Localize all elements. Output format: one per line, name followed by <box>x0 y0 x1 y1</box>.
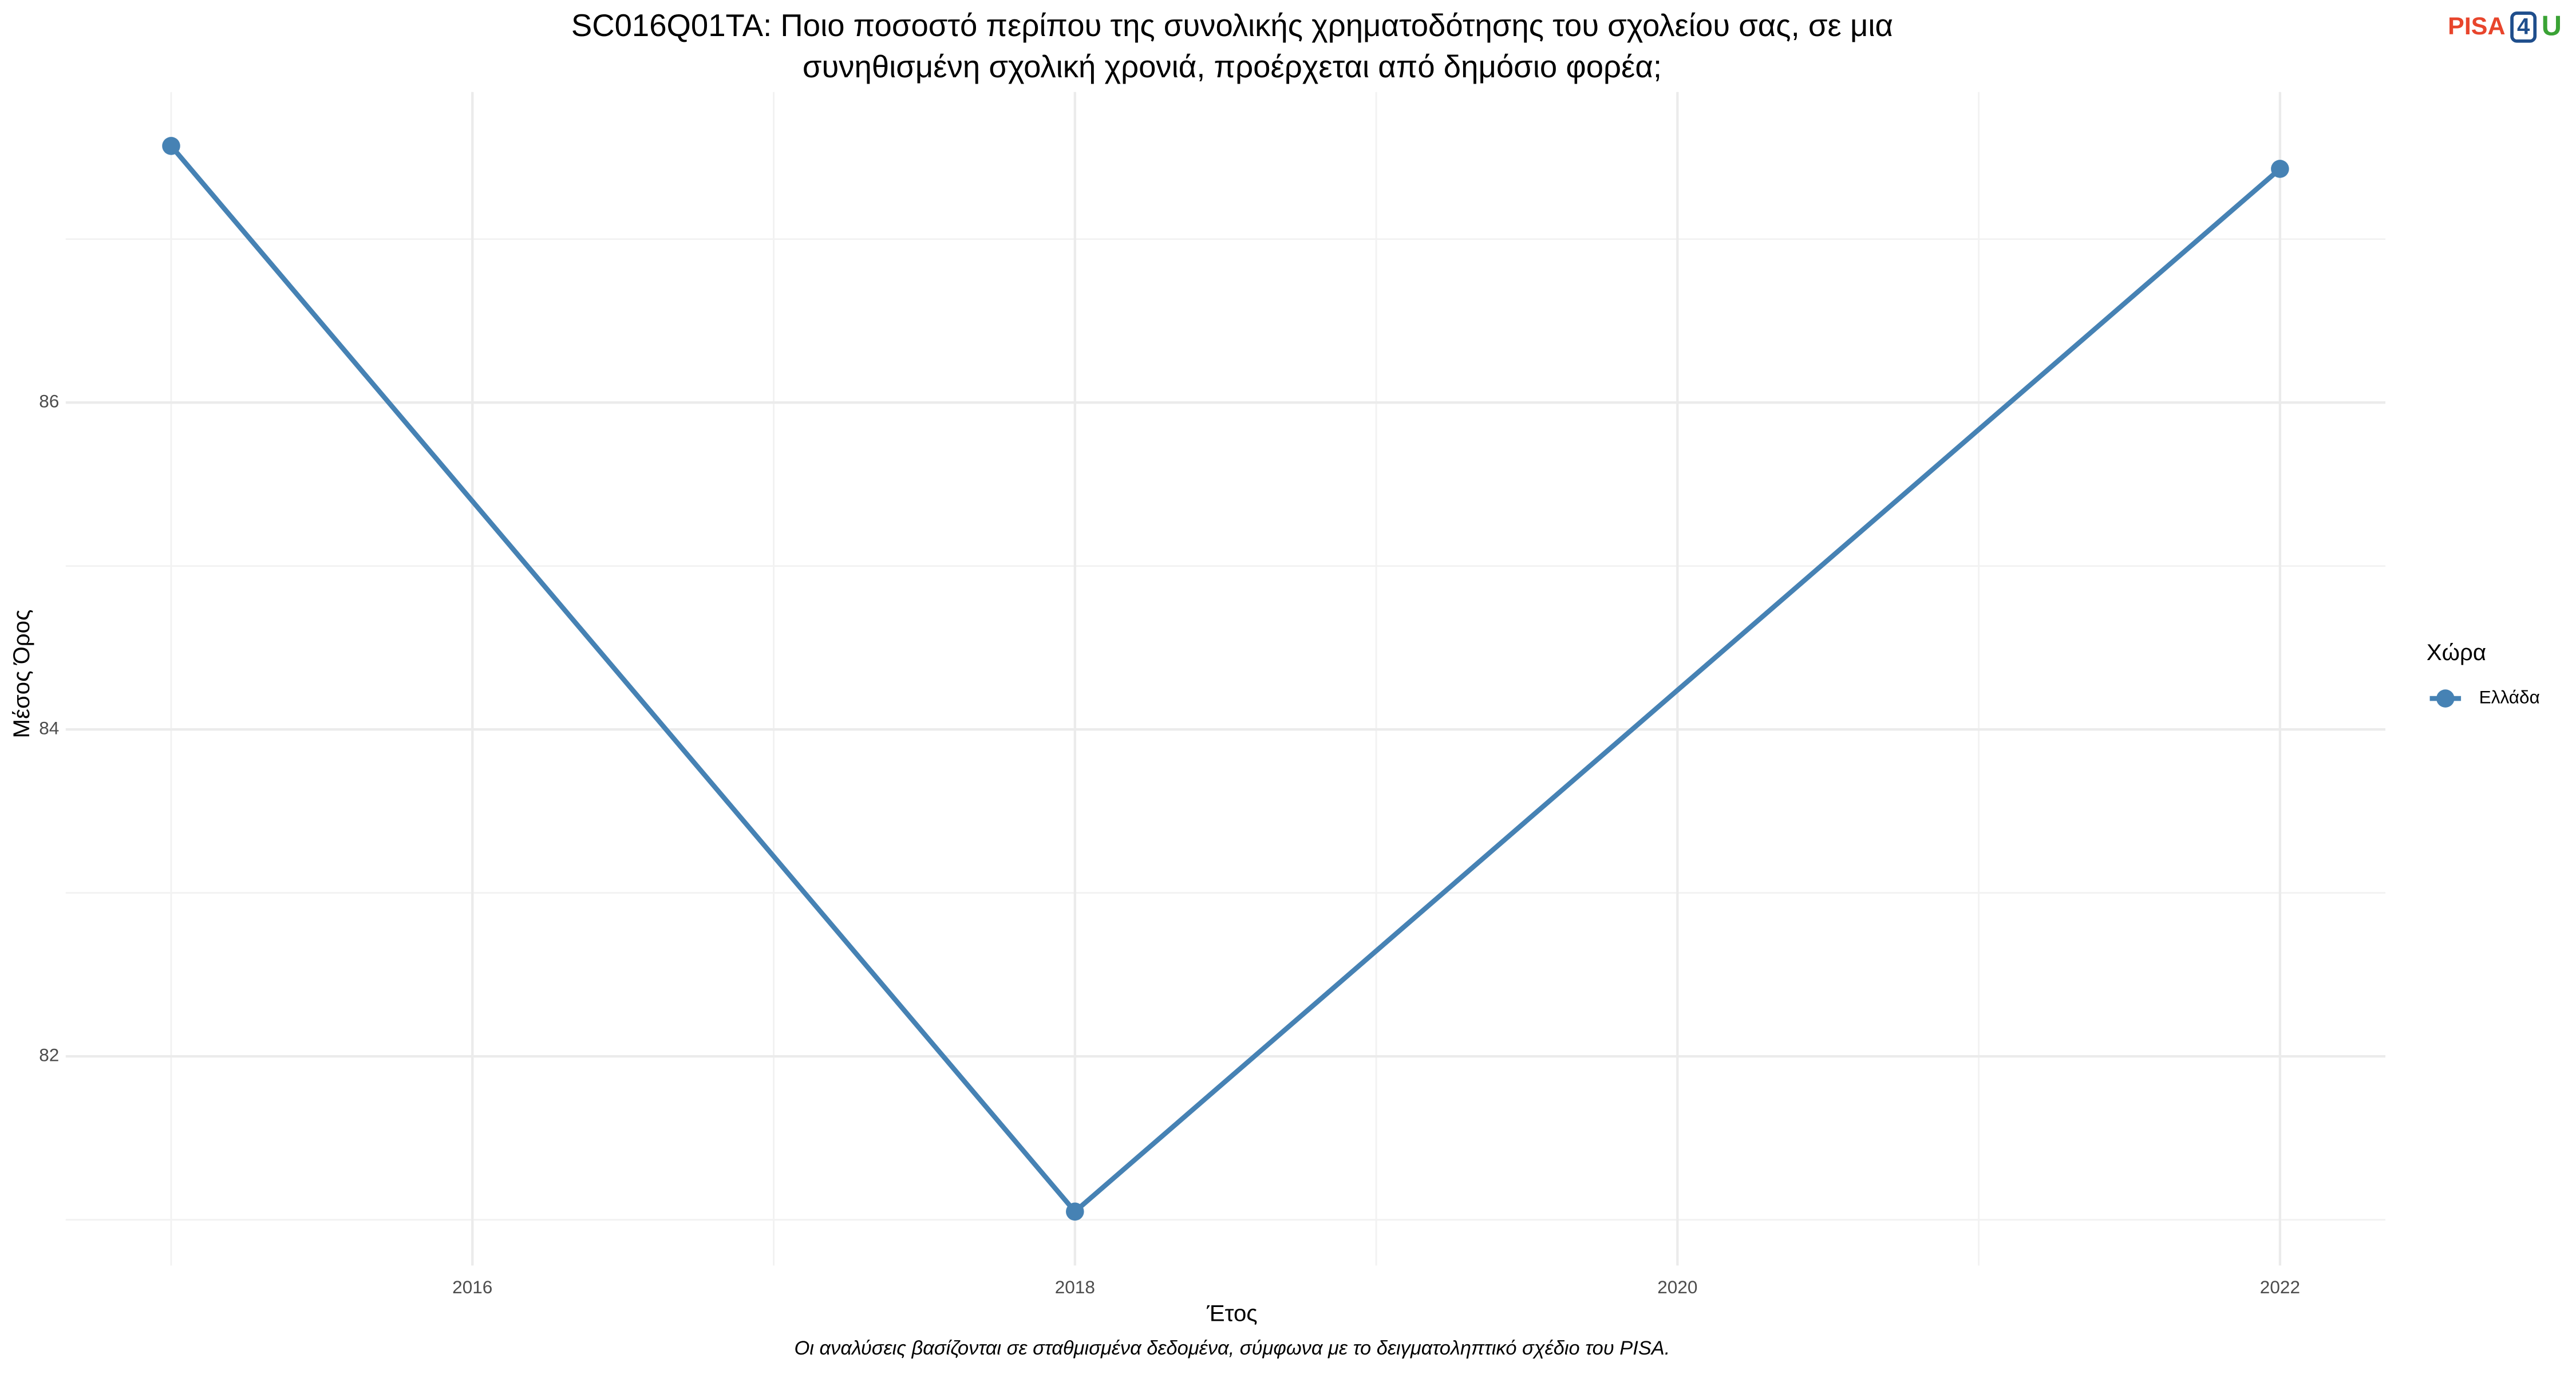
logo-text: 4 <box>2517 13 2530 39</box>
point <box>1066 1202 1084 1221</box>
caption: Οι αναλύσεις βασίζονται σε σταθμισμένα δ… <box>795 1337 1670 1359</box>
legend-title: Χώρα <box>2427 639 2486 665</box>
legend-key <box>2436 689 2455 708</box>
point <box>162 137 180 155</box>
y-tick-label: 84 <box>39 717 59 738</box>
y-tick-label: 86 <box>39 391 59 412</box>
x-tick-label: 2018 <box>1055 1277 1095 1297</box>
y-axis-label: Μέσος Όρος <box>9 610 34 739</box>
logo-text: PISA <box>2448 13 2505 40</box>
y-tick-label: 82 <box>39 1044 59 1065</box>
x-tick-label: 2016 <box>452 1277 492 1297</box>
logo-text: U <box>2542 11 2562 42</box>
x-tick-label: 2020 <box>1657 1277 1697 1297</box>
logo-box <box>2510 11 2537 43</box>
point <box>2271 160 2289 178</box>
grid <box>65 92 2386 1266</box>
legend-label: Ελλάδα <box>2479 686 2540 707</box>
x-axis-label: Έτος <box>1206 1300 1258 1326</box>
x-tick-label: 2022 <box>2260 1277 2300 1297</box>
chart-title: συνηθισμένη σχολική χρονιά, προέρχεται α… <box>803 49 1662 84</box>
chart-title: SC016Q01TA: Ποιο ποσοστό περίπου της συν… <box>571 8 1893 43</box>
